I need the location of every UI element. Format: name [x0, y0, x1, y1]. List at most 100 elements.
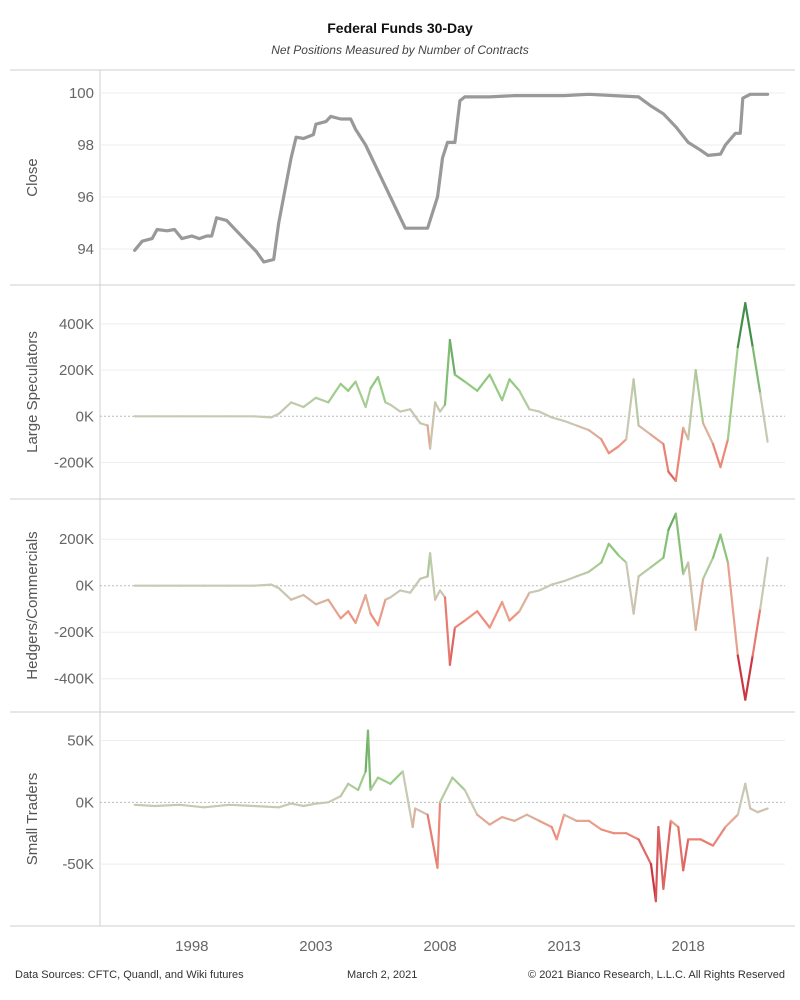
series-segment: [314, 801, 330, 805]
series-segment: [751, 345, 762, 395]
series-segment: [662, 442, 670, 473]
series-segment: [354, 593, 367, 625]
series-segment: [550, 825, 558, 841]
series-segment: [419, 422, 429, 427]
series-segment: [434, 589, 442, 601]
series-segment: [538, 410, 553, 419]
series-segment: [562, 575, 578, 583]
series-segment: [719, 438, 730, 469]
x-tick-label: 2003: [299, 938, 332, 955]
x-tick-label: 2013: [547, 938, 580, 955]
series-segment: [637, 838, 653, 866]
series-segment: [376, 375, 387, 404]
y-tick-label: 400K: [59, 316, 94, 333]
series-segment: [550, 579, 566, 586]
panel-2: -400K -200K 0K 200K Hedgers/Commercials: [10, 512, 795, 713]
series-segment: [252, 583, 273, 587]
series-segment: [399, 408, 412, 413]
series-segment: [339, 610, 350, 620]
series-segment: [347, 782, 360, 792]
series-segment: [463, 610, 479, 622]
y-tick-label: -200K: [54, 454, 94, 471]
footer-date: March 2, 2021: [347, 969, 418, 981]
series-segment: [411, 807, 417, 829]
series-segment: [649, 556, 665, 569]
series-segment: [369, 375, 380, 390]
series-segment: [508, 378, 521, 392]
series-segment: [518, 591, 531, 613]
series-segment: [347, 610, 357, 625]
y-tick-label: -400K: [54, 671, 94, 688]
series-segment: [587, 819, 603, 831]
series-segment: [501, 815, 516, 823]
y-tick-label: 98: [77, 137, 94, 154]
series-segment: [476, 813, 491, 826]
series-segment: [575, 570, 591, 578]
series-segment: [701, 422, 715, 446]
series-segment: [674, 426, 685, 482]
series-segment: [711, 442, 722, 469]
y-tick-label: -50K: [62, 856, 94, 873]
series-segment: [339, 782, 350, 798]
series-segment: [399, 589, 412, 594]
series-segment: [302, 593, 317, 606]
series-segment: [178, 803, 206, 809]
series-segment: [667, 512, 677, 532]
x-tick-label: 2008: [423, 938, 456, 955]
series-segment: [270, 412, 280, 419]
series-segment: [687, 561, 697, 632]
x-tick-label: 1998: [175, 938, 208, 955]
series-segment: [607, 542, 620, 557]
series-segment: [453, 619, 466, 629]
series-segment: [662, 528, 670, 559]
series-segment: [302, 802, 317, 808]
y-tick-label: 0K: [76, 794, 94, 811]
series-segment: [701, 556, 715, 580]
series-segment: [376, 776, 392, 785]
series-segment: [354, 380, 367, 409]
footer-copyright: © 2021 Bianco Research, L.L.C. All Right…: [528, 969, 785, 981]
series-segment: [677, 825, 685, 872]
series-segment: [443, 596, 451, 666]
series-segment: [711, 825, 727, 847]
series-segment: [501, 378, 511, 402]
series-line-close: [133, 92, 770, 264]
series-segment: [419, 575, 429, 580]
series-segment: [575, 424, 591, 432]
y-axis-label: Small Traders: [24, 773, 41, 866]
series-segment: [366, 729, 372, 792]
series-segment: [376, 598, 387, 627]
series-segment: [632, 378, 640, 427]
series-segment: [463, 788, 479, 816]
series-segment: [488, 373, 504, 402]
series-segment: [302, 396, 317, 409]
series-segment: [711, 533, 722, 559]
series-segment: [607, 445, 620, 455]
series-segment: [736, 654, 747, 701]
series-segment: [525, 813, 541, 823]
series-segment: [600, 542, 610, 564]
series-segment: [401, 770, 414, 829]
y-tick-label: 94: [77, 241, 94, 258]
series-segment: [756, 807, 769, 814]
series-segment: [555, 813, 566, 841]
series-segment: [726, 345, 739, 441]
series-segment: [409, 408, 422, 425]
series-segment: [667, 470, 677, 482]
series-segment: [674, 512, 685, 576]
series-segment: [429, 552, 437, 601]
series-segment: [369, 612, 380, 627]
y-axis-label: Large Speculators: [24, 331, 41, 453]
series-segment: [669, 819, 680, 829]
series-segment: [625, 561, 635, 615]
series-segment: [203, 803, 231, 809]
series-segment: [448, 338, 456, 376]
series-segment: [687, 369, 697, 441]
series-segment: [501, 600, 511, 622]
series-segment: [133, 803, 156, 808]
series-segment: [694, 369, 705, 425]
chart-title: Federal Funds 30-Day: [327, 20, 473, 36]
series-segment: [759, 556, 769, 611]
y-tick-label: 200K: [59, 531, 94, 548]
